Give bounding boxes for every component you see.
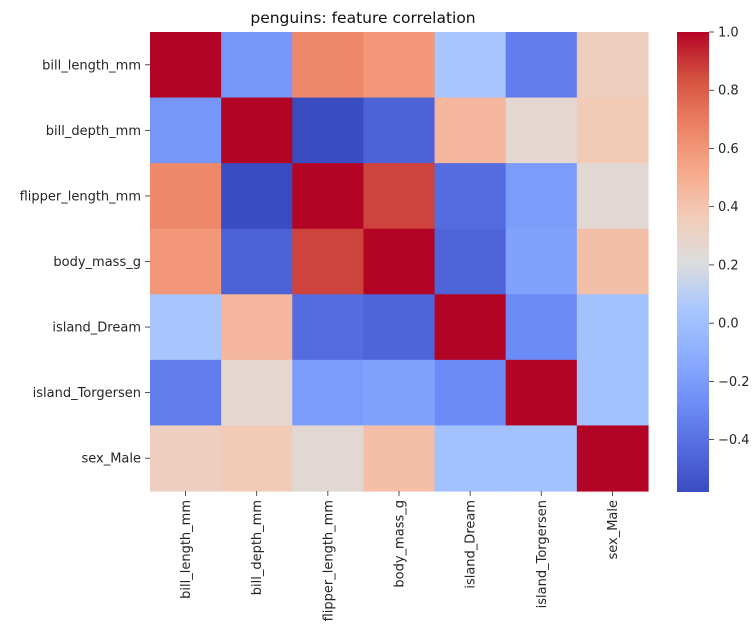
heatmap-cell-6-3 <box>363 425 436 492</box>
heatmap-cell-5-6 <box>576 359 649 427</box>
heatmap-cell-0-1 <box>221 32 293 99</box>
heatmap-cell-6-2 <box>292 425 365 492</box>
heatmap-cell-6-4 <box>434 425 507 492</box>
heatmap-cell-5-4 <box>434 359 507 427</box>
colorbar <box>677 32 709 492</box>
heatmap-cell-4-6 <box>576 294 649 361</box>
heatmap-cell-0-2 <box>292 32 365 99</box>
heatmap-cell-1-3 <box>363 97 436 164</box>
heatmap-cell-2-2 <box>292 163 365 230</box>
heatmap-cell-0-6 <box>576 32 649 99</box>
x-tick-label: flipper_length_mm <box>321 500 336 621</box>
heatmap-cell-3-2 <box>292 228 365 295</box>
heatmap-cell-4-5 <box>505 294 578 361</box>
heatmap-cell-6-6 <box>576 425 649 492</box>
y-tick-label: island_Dream <box>52 321 141 336</box>
heatmap-cell-5-0 <box>150 359 222 427</box>
heatmap-cell-6-0 <box>150 425 222 492</box>
colorbar-tick-label: −0.2 <box>718 375 750 390</box>
heatmap-cell-4-2 <box>292 294 365 361</box>
heatmap-cell-5-3 <box>363 359 436 427</box>
heatmap-cell-3-1 <box>221 228 293 295</box>
colorbar-tick-label: 0.0 <box>718 317 739 332</box>
heatmap-cell-5-1 <box>221 359 293 427</box>
heatmap-cell-4-4 <box>434 294 507 361</box>
y-tick-label: sex_Male <box>81 452 141 467</box>
heatmap-cell-1-2 <box>292 97 365 164</box>
y-tick-label: body_mass_g <box>53 255 141 270</box>
colorbar-ticks: 1.0 0.8 0.6 0.4 0.2 0.0 −0.2 −0.4 <box>709 26 750 448</box>
heatmap-cell-4-3 <box>363 294 436 361</box>
heatmap-cell-1-6 <box>576 97 649 164</box>
heatmap-cell-0-4 <box>434 32 507 99</box>
heatmap-cell-5-5 <box>505 359 578 427</box>
heatmap-cell-2-6 <box>576 163 649 230</box>
x-tick-label: bill_depth_mm <box>250 500 265 595</box>
heatmap-cell-3-6 <box>576 228 649 295</box>
heatmap-cell-3-4 <box>434 228 507 295</box>
y-tick-label: bill_depth_mm <box>46 124 141 139</box>
heatmap-cell-6-5 <box>505 425 578 492</box>
y-tick-label: bill_length_mm <box>42 58 141 73</box>
heatmap-cell-0-3 <box>363 32 436 99</box>
heatmap-cell-1-1 <box>221 97 293 164</box>
heatmap-cell-1-4 <box>434 97 507 164</box>
heatmap-cell-2-5 <box>505 163 578 230</box>
colorbar-tick-label: 0.2 <box>718 258 739 273</box>
x-tick-label: sex_Male <box>606 500 621 560</box>
chart-title: penguins: feature correlation <box>250 9 475 27</box>
heatmap-cell-3-0 <box>150 228 222 295</box>
heatmap-cell-1-0 <box>150 97 222 164</box>
x-tick-label: body_mass_g <box>392 500 407 588</box>
heatmap-cell-4-1 <box>221 294 293 361</box>
colorbar-tick-label: 0.8 <box>718 84 739 99</box>
y-tick-label: island_Torgersen <box>33 386 141 401</box>
x-axis-tick-labels: bill_length_mm bill_depth_mm flipper_lengt… <box>179 490 621 621</box>
x-tick-label: island_Torgersen <box>535 500 550 608</box>
heatmap-cell-3-3 <box>363 228 436 295</box>
heatmap-cell-1-5 <box>505 97 578 164</box>
heatmap-cell-0-5 <box>505 32 578 99</box>
heatmap-cell-2-0 <box>150 163 222 230</box>
heatmap-cells <box>150 32 649 492</box>
x-tick-label: bill_length_mm <box>179 500 194 599</box>
heatmap-cell-2-3 <box>363 163 436 230</box>
heatmap-cell-3-5 <box>505 228 578 295</box>
colorbar-tick-label: −0.4 <box>718 433 750 448</box>
x-tick-label: island_Dream <box>464 500 479 589</box>
heatmap-cell-5-2 <box>292 359 365 427</box>
colorbar-tick-label: 0.4 <box>718 200 739 215</box>
colorbar-tick-label: 1.0 <box>718 26 739 41</box>
heatmap-cell-4-0 <box>150 294 222 361</box>
heatmap-cell-6-1 <box>221 425 293 492</box>
heatmap-cell-2-1 <box>221 163 293 230</box>
heatmap-cell-2-4 <box>434 163 507 230</box>
y-axis-tick-labels: bill_length_mm bill_depth_mm flipper_lengt… <box>20 58 150 467</box>
heatmap-cell-0-0 <box>150 32 222 99</box>
y-tick-label: flipper_length_mm <box>20 189 141 204</box>
colorbar-tick-label: 0.6 <box>718 142 739 157</box>
